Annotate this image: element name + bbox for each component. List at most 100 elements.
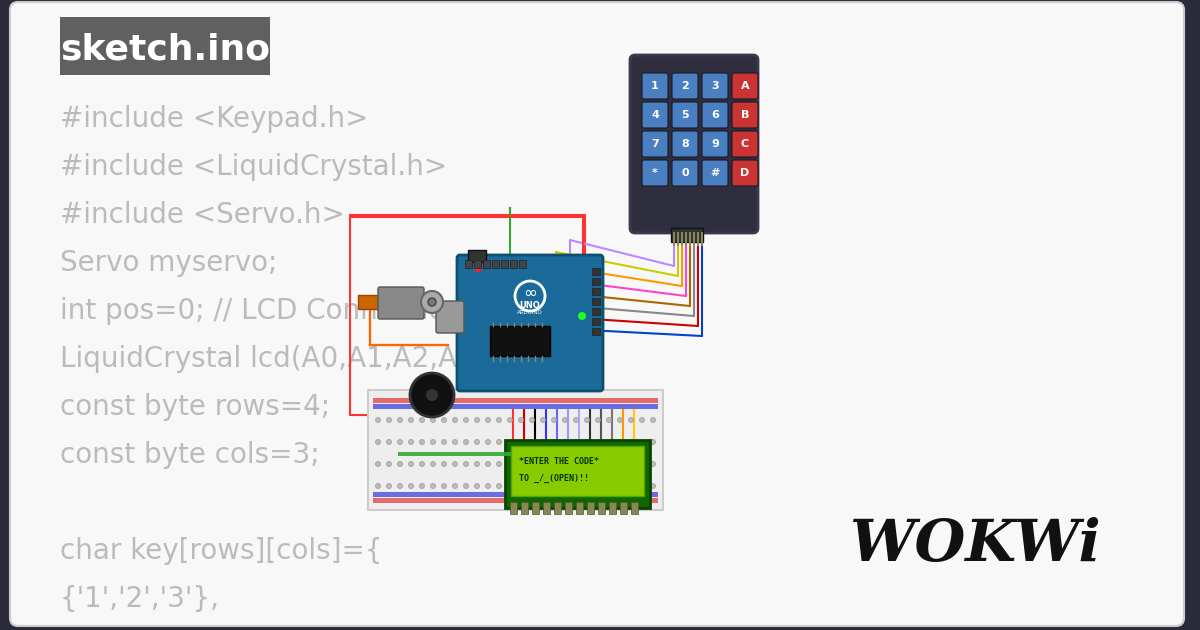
Bar <box>466 260 472 268</box>
Circle shape <box>584 440 589 445</box>
Text: UNO: UNO <box>520 302 540 311</box>
Circle shape <box>452 483 457 488</box>
Bar <box>697 232 698 246</box>
Bar <box>565 502 572 514</box>
FancyBboxPatch shape <box>732 73 758 99</box>
Text: {'1','2','3'},: {'1','2','3'}, <box>60 585 220 613</box>
Bar <box>532 502 539 514</box>
Bar <box>554 502 562 514</box>
Circle shape <box>386 462 391 466</box>
Bar <box>368 390 662 510</box>
Circle shape <box>376 483 380 488</box>
Circle shape <box>508 483 512 488</box>
Bar <box>502 260 508 268</box>
Circle shape <box>584 462 589 466</box>
Circle shape <box>420 462 425 466</box>
Circle shape <box>452 462 457 466</box>
FancyBboxPatch shape <box>378 287 424 319</box>
Circle shape <box>518 418 523 423</box>
Circle shape <box>574 462 578 466</box>
Circle shape <box>606 483 612 488</box>
Circle shape <box>563 440 568 445</box>
Circle shape <box>376 462 380 466</box>
Circle shape <box>452 418 457 423</box>
Text: *ENTER THE CODE*: *ENTER THE CODE* <box>520 457 599 466</box>
Text: 0: 0 <box>682 168 689 178</box>
Text: 2: 2 <box>682 81 689 91</box>
Circle shape <box>650 440 655 445</box>
FancyBboxPatch shape <box>436 301 464 333</box>
Text: B: B <box>740 110 749 120</box>
Circle shape <box>650 418 655 423</box>
Circle shape <box>420 483 425 488</box>
Text: C: C <box>740 139 749 149</box>
Bar <box>520 260 526 268</box>
Bar <box>677 232 679 246</box>
FancyBboxPatch shape <box>672 73 698 99</box>
Circle shape <box>426 389 438 401</box>
Bar <box>510 260 517 268</box>
Bar <box>685 232 686 246</box>
Bar <box>373 492 658 497</box>
Circle shape <box>386 440 391 445</box>
Circle shape <box>518 462 523 466</box>
Bar <box>511 446 644 496</box>
FancyBboxPatch shape <box>732 160 758 186</box>
Text: 5: 5 <box>682 110 689 120</box>
Text: #include <Servo.h>: #include <Servo.h> <box>60 201 344 229</box>
Bar <box>592 318 600 325</box>
Circle shape <box>442 418 446 423</box>
Text: A: A <box>740 81 749 91</box>
Bar <box>671 228 703 242</box>
Bar <box>592 308 600 315</box>
Circle shape <box>463 483 468 488</box>
FancyBboxPatch shape <box>642 73 668 99</box>
Circle shape <box>508 440 512 445</box>
Text: 6: 6 <box>712 110 719 120</box>
Circle shape <box>386 418 391 423</box>
Text: 4: 4 <box>652 110 659 120</box>
Circle shape <box>640 483 644 488</box>
Bar <box>587 502 594 514</box>
FancyBboxPatch shape <box>630 55 758 233</box>
Text: 7: 7 <box>652 139 659 149</box>
Bar <box>492 260 499 268</box>
Circle shape <box>552 418 557 423</box>
Circle shape <box>497 418 502 423</box>
FancyBboxPatch shape <box>672 160 698 186</box>
Circle shape <box>629 483 634 488</box>
Circle shape <box>376 440 380 445</box>
Text: const byte cols=3;: const byte cols=3; <box>60 441 319 469</box>
Bar <box>521 502 528 514</box>
Circle shape <box>397 462 402 466</box>
Circle shape <box>606 462 612 466</box>
Circle shape <box>540 462 546 466</box>
Circle shape <box>463 462 468 466</box>
Circle shape <box>618 418 623 423</box>
Circle shape <box>463 440 468 445</box>
Circle shape <box>529 462 534 466</box>
Circle shape <box>397 483 402 488</box>
Bar <box>373 404 658 409</box>
Text: LiquidCrystal lcd(A0,A1,A2,A3,: LiquidCrystal lcd(A0,A1,A2,A3, <box>60 345 484 373</box>
Text: *: * <box>652 168 658 178</box>
Circle shape <box>552 483 557 488</box>
Circle shape <box>420 418 425 423</box>
Circle shape <box>552 440 557 445</box>
Bar <box>592 288 600 295</box>
FancyBboxPatch shape <box>702 73 728 99</box>
Text: 3: 3 <box>712 81 719 91</box>
Bar <box>610 502 616 514</box>
Bar <box>689 232 691 246</box>
Circle shape <box>486 462 491 466</box>
Circle shape <box>410 373 454 417</box>
Circle shape <box>574 418 578 423</box>
Circle shape <box>497 440 502 445</box>
Text: sketch.ino: sketch.ino <box>60 33 270 67</box>
Circle shape <box>574 483 578 488</box>
Circle shape <box>540 440 546 445</box>
Bar <box>682 232 683 246</box>
Bar <box>468 250 486 262</box>
Circle shape <box>420 440 425 445</box>
Bar <box>620 502 628 514</box>
